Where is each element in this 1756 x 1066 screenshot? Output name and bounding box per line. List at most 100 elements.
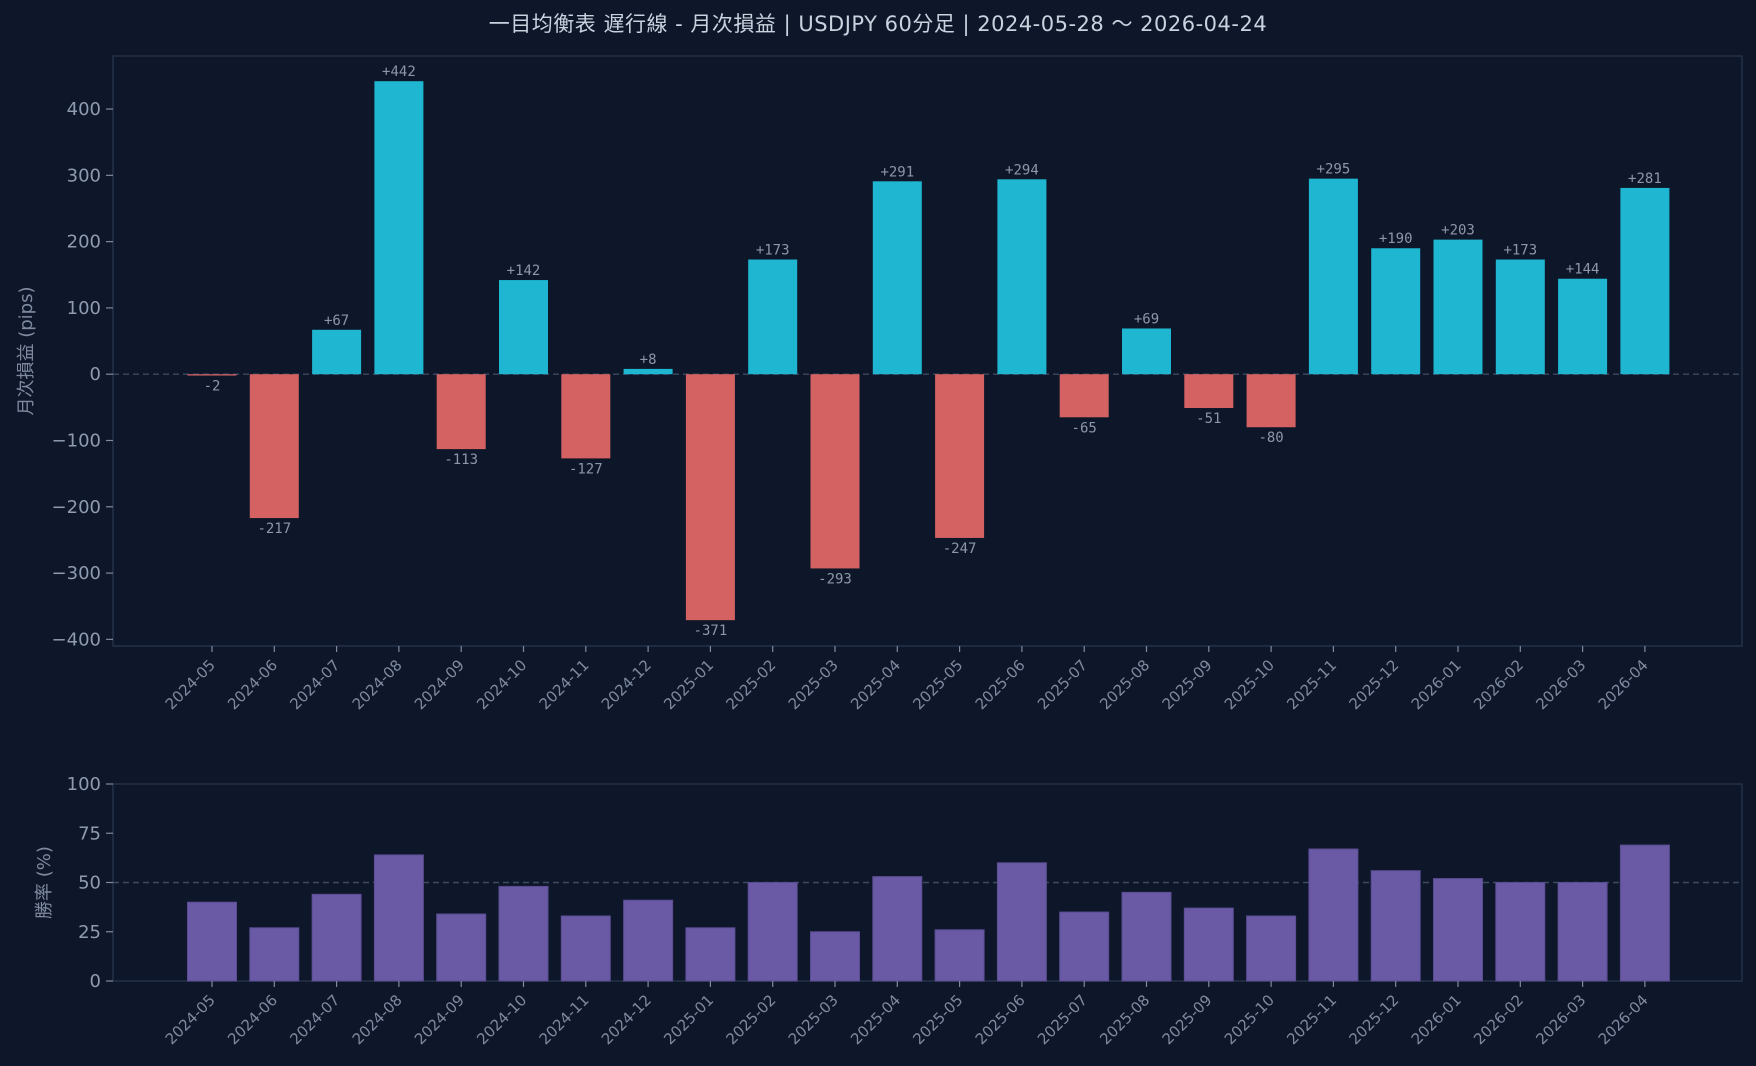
x-tick-label: 2025-12 — [1345, 656, 1402, 713]
bar — [373, 854, 424, 982]
x-tick-label: 2025-11 — [1283, 991, 1340, 1048]
y-axis-label: 勝率 (%) — [34, 846, 55, 919]
y-tick-label: −300 — [52, 563, 101, 584]
data-label: -127 — [569, 461, 603, 477]
data-label: +67 — [324, 313, 349, 329]
bar — [685, 927, 736, 982]
data-label: +295 — [1317, 162, 1351, 178]
x-tick-label: 2026-03 — [1532, 656, 1589, 713]
data-label: +442 — [382, 64, 416, 80]
x-tick-label: 2026-03 — [1532, 991, 1589, 1048]
x-tick-label: 2025-08 — [1096, 991, 1153, 1048]
bar — [1557, 882, 1608, 982]
data-label: +294 — [1005, 162, 1039, 178]
plot-frame — [112, 55, 1743, 647]
data-label: +142 — [507, 263, 541, 279]
bar — [1059, 911, 1110, 982]
x-tick-label: 2024-05 — [162, 656, 219, 713]
bar — [436, 913, 487, 982]
bar — [623, 899, 674, 982]
data-label: -217 — [257, 521, 291, 537]
y-tick-label: −200 — [52, 497, 101, 518]
x-tick-label: 2025-05 — [909, 656, 966, 713]
x-tick-label: 2025-03 — [785, 991, 842, 1048]
data-label: +144 — [1566, 262, 1600, 278]
y-tick-label: 0 — [90, 971, 101, 992]
bar — [498, 885, 549, 982]
bar — [436, 374, 486, 450]
y-tick-label: 400 — [67, 99, 101, 120]
bar — [1619, 844, 1670, 982]
data-label: -293 — [818, 571, 852, 587]
x-tick-label: 2025-06 — [972, 991, 1029, 1048]
bar — [187, 374, 237, 376]
data-label: +173 — [1503, 243, 1537, 259]
data-label: -65 — [1072, 420, 1097, 436]
data-label: +291 — [880, 164, 914, 180]
bar — [1183, 907, 1234, 982]
x-tick-label: 2026-01 — [1408, 991, 1465, 1048]
bar — [1620, 187, 1670, 375]
bar — [1495, 882, 1546, 982]
bar — [1371, 248, 1421, 375]
bar — [1246, 374, 1296, 428]
x-tick-label: 2024-11 — [536, 991, 593, 1048]
bar — [312, 329, 362, 375]
x-tick-label: 2026-04 — [1595, 991, 1652, 1048]
x-tick-label: 2025-10 — [1221, 991, 1278, 1048]
y-tick-label: 200 — [67, 232, 101, 253]
bar — [1122, 328, 1171, 375]
y-tick-label: −100 — [52, 430, 101, 451]
data-label: -80 — [1258, 430, 1283, 446]
data-label: +190 — [1379, 231, 1413, 247]
bar — [997, 179, 1047, 375]
bar — [311, 893, 362, 982]
y-tick-label: 100 — [67, 774, 101, 795]
bar — [1433, 878, 1483, 982]
data-label: -247 — [943, 541, 977, 557]
bar — [1308, 848, 1359, 982]
y-tick-label: 50 — [78, 873, 101, 894]
bar — [810, 931, 860, 982]
bar — [374, 81, 424, 375]
x-tick-label: 2024-10 — [473, 991, 530, 1048]
bar — [499, 280, 548, 375]
bar — [249, 927, 300, 982]
bar — [935, 374, 985, 538]
bar — [810, 374, 860, 569]
data-label: +203 — [1441, 223, 1475, 239]
bar — [748, 259, 798, 375]
data-label: +281 — [1628, 171, 1662, 187]
bar — [560, 915, 611, 982]
bar — [996, 862, 1047, 982]
data-label: -51 — [1196, 411, 1221, 427]
bar — [1495, 259, 1545, 375]
x-tick-label: 2024-07 — [286, 656, 343, 713]
bar — [1246, 915, 1297, 982]
data-label: -371 — [694, 623, 728, 639]
x-tick-label: 2025-12 — [1345, 991, 1402, 1048]
x-tick-label: 2025-04 — [847, 656, 904, 713]
y-axis-label: 月次損益 (pips) — [16, 287, 37, 416]
chart-title: 一目均衡表 遅行線 - 月次損益 | USDJPY 60分足 | 2024-05… — [488, 12, 1268, 36]
x-tick-label: 2025-01 — [660, 656, 717, 713]
y-tick-label: 75 — [78, 823, 101, 844]
data-label: -2 — [204, 379, 221, 395]
data-label: +173 — [756, 243, 790, 259]
x-tick-label: 2024-12 — [598, 991, 655, 1048]
bar — [1184, 374, 1234, 409]
x-tick-label: 2024-06 — [224, 991, 281, 1048]
bar — [685, 374, 735, 621]
x-tick-label: 2024-09 — [411, 991, 468, 1048]
x-tick-label: 2025-05 — [909, 991, 966, 1048]
x-tick-label: 2025-02 — [722, 991, 779, 1048]
x-tick-label: 2025-04 — [847, 991, 904, 1048]
bar — [747, 882, 798, 982]
x-tick-label: 2024-10 — [473, 656, 530, 713]
bar — [1308, 178, 1358, 375]
y-tick-label: 0 — [90, 364, 101, 385]
data-label: -113 — [444, 452, 478, 468]
